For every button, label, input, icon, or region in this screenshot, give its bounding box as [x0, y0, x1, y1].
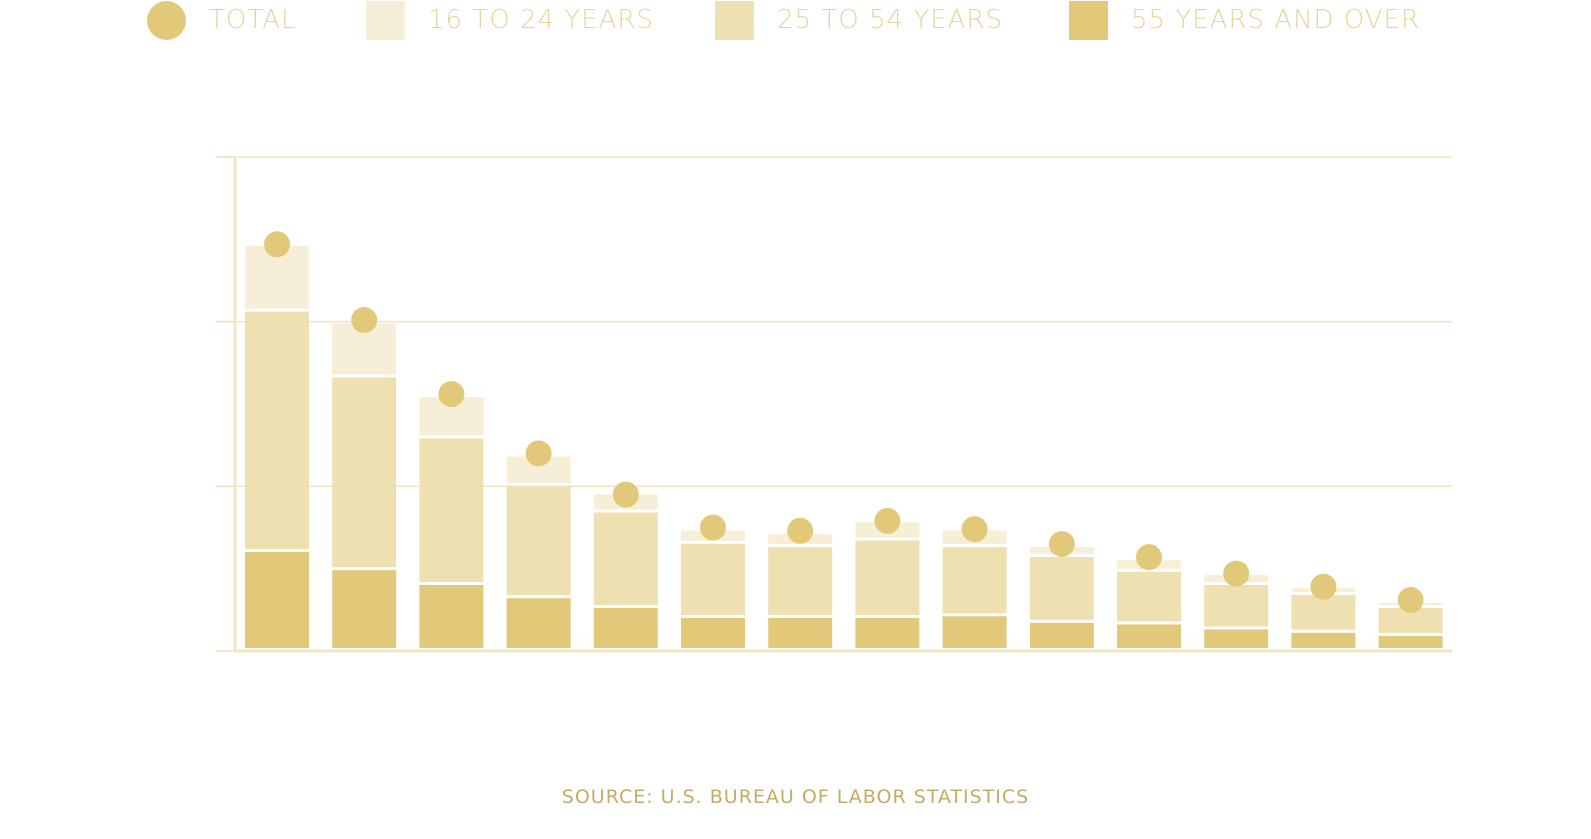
total-point	[874, 507, 901, 534]
chart-legend: TOTAL 16 TO 24 YEARS 25 TO 54 YEARS 55 Y…	[0, 0, 1591, 40]
bar-segment-55-over	[681, 617, 745, 648]
total-point	[700, 514, 726, 541]
bar-segment-55-over	[1204, 629, 1269, 648]
source-note: SOURCE: U.S. BUREAU OF LABOR STATISTICS	[561, 786, 1030, 808]
legend-swatch-16-24	[366, 0, 405, 40]
bar-segment-25-54	[1291, 594, 1356, 630]
legend-swatch-55-over	[1069, 0, 1108, 40]
bar-segment-25-54	[1204, 584, 1269, 627]
bar-segment-25-54	[245, 311, 309, 550]
total-point	[438, 381, 465, 408]
total-point	[1136, 544, 1162, 571]
bar-segment-55-over	[245, 552, 309, 648]
bar-segment-25-54	[506, 486, 571, 596]
total-point	[1397, 586, 1424, 613]
total-point	[264, 231, 290, 258]
total-point	[787, 517, 814, 544]
bar-segment-25-54	[419, 438, 484, 582]
bar-segment-25-54	[593, 512, 658, 606]
legend-label-55-over: 55 YEARS AND OVER	[1131, 5, 1421, 35]
legend-item-16-24: 16 TO 24 YEARS	[366, 0, 654, 40]
bar-segment-55-over	[506, 598, 571, 648]
bar-segment-25-54	[1029, 556, 1094, 620]
total-point	[1223, 560, 1250, 587]
total-point	[1048, 530, 1075, 557]
bar-segment-25-54	[681, 543, 745, 615]
total-point	[961, 516, 988, 543]
bar-segment-55-over	[419, 584, 484, 648]
bar-segment-55-over	[1029, 622, 1094, 648]
bar-segment-55-over	[855, 617, 920, 648]
total-point	[612, 481, 639, 508]
bar-segment-55-over	[1378, 636, 1443, 648]
legend-label-16-24: 16 TO 24 YEARS	[428, 5, 654, 35]
total-point	[351, 307, 378, 334]
total-point	[525, 440, 552, 467]
bar-segment-25-54	[768, 547, 833, 615]
legend-item-55-over: 55 YEARS AND OVER	[1069, 0, 1420, 40]
legend-item-total: TOTAL	[147, 0, 296, 40]
legend-swatch-25-54	[715, 0, 754, 40]
bar-segment-55-over	[332, 570, 397, 648]
bar-segment-25-54	[332, 377, 397, 568]
bar-segment-25-54	[942, 547, 1007, 614]
legend-label-25-54: 25 TO 54 YEARS	[777, 5, 1003, 35]
total-point	[1310, 573, 1337, 600]
bar-segment-55-over	[768, 617, 833, 648]
bar-segment-55-over	[1291, 632, 1356, 648]
bar-segment-25-54	[1117, 571, 1181, 622]
legend-swatch-total	[147, 0, 186, 40]
bar-segment-55-over	[593, 608, 658, 648]
legend-label-total: TOTAL	[209, 5, 297, 35]
bar-segment-55-over	[942, 616, 1007, 648]
legend-item-25-54: 25 TO 54 YEARS	[715, 0, 1003, 40]
bar-segment-55-over	[1117, 624, 1181, 648]
bar-segment-25-54	[855, 540, 920, 615]
